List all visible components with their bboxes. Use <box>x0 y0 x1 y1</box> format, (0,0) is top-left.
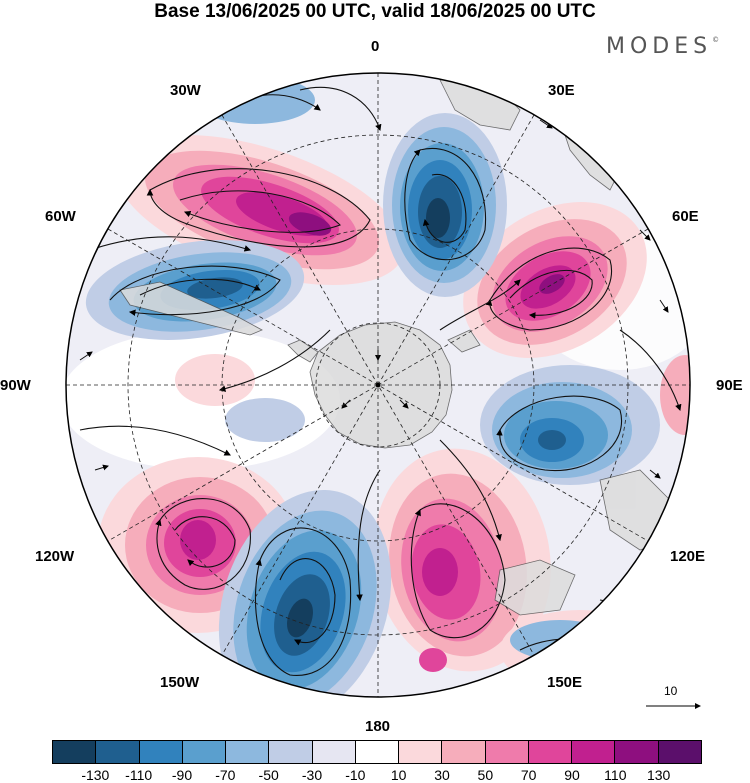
lon-label-90w: 90W <box>0 377 31 394</box>
colorbar-swatch <box>225 741 269 763</box>
anomaly-field <box>66 73 690 697</box>
lon-label-120e: 120E <box>670 548 706 565</box>
colorbar-swatch <box>441 741 485 763</box>
colorbar-swatch <box>571 741 615 763</box>
positive-anomaly-small <box>175 354 255 406</box>
colorbar-tick-label: -110 <box>125 767 153 783</box>
colorbar-tick-label: -90 <box>171 767 193 783</box>
colorbar-swatch <box>268 741 312 763</box>
colorbar <box>52 740 702 764</box>
colorbar-swatch <box>95 741 139 763</box>
modes-logo: MODES© <box>606 34 719 59</box>
colorbar-swatch <box>484 741 528 763</box>
positive-anomaly-upper-left <box>116 134 404 286</box>
lon-label-60w: 60W <box>45 208 76 225</box>
colorbar-tick-label: 70 <box>520 767 537 783</box>
lon-label-30e: 30E <box>548 82 575 99</box>
logo-text: MODES <box>606 34 713 59</box>
negative-anomaly-right <box>480 365 660 485</box>
colorbar-tick-label: 110 <box>604 767 627 783</box>
colorbar-tick-label: -130 <box>81 767 110 783</box>
streamlines <box>79 86 682 676</box>
lon-label-0: 0 <box>371 38 380 55</box>
lon-label-150w: 150W <box>160 674 200 691</box>
lon-label-180: 180 <box>365 718 391 735</box>
logo-copyright: © <box>712 36 720 44</box>
colorbar-swatch <box>354 741 399 763</box>
lon-label-90e: 90E <box>716 377 743 394</box>
south-pole-marker <box>375 382 381 388</box>
colorbar-swatch <box>657 741 701 763</box>
colorbar-tick-label: 30 <box>434 767 450 783</box>
reference-vector-label: 10 <box>664 684 678 698</box>
colorbar-swatch <box>311 741 355 763</box>
colorbar-tick-label: 50 <box>477 767 494 783</box>
map-title: Base 13/06/2025 00 UTC, valid 18/06/2025… <box>154 1 596 22</box>
lon-label-30w: 30W <box>170 82 201 99</box>
lon-label-120w: 120W <box>35 548 75 565</box>
positive-anomaly-right <box>463 202 647 358</box>
colorbar-tick-label: -10 <box>345 767 366 783</box>
colorbar-tick-label: -50 <box>258 767 279 783</box>
positive-anomaly-lower-center <box>373 448 551 672</box>
map-border <box>65 72 691 698</box>
colorbar-swatch <box>527 741 572 763</box>
colorbar-tick-label: -30 <box>301 767 323 783</box>
colorbar-swatch <box>181 741 226 763</box>
colorbar-swatch <box>138 741 182 763</box>
colorbar-tick-label: 130 <box>646 767 671 783</box>
colorbar-tick-label: 90 <box>564 767 580 783</box>
colorbar-tick-label: -70 <box>215 767 236 783</box>
negative-anomaly-bottom <box>218 489 392 697</box>
lon-label-150e: 150E <box>547 674 583 691</box>
colorbar-swatch <box>53 741 96 763</box>
lon-label-60e: 60E <box>672 208 699 225</box>
colorbar-swatch <box>614 741 658 763</box>
colorbar-swatch <box>398 741 442 763</box>
colorbar-tick-label: 10 <box>390 767 407 783</box>
